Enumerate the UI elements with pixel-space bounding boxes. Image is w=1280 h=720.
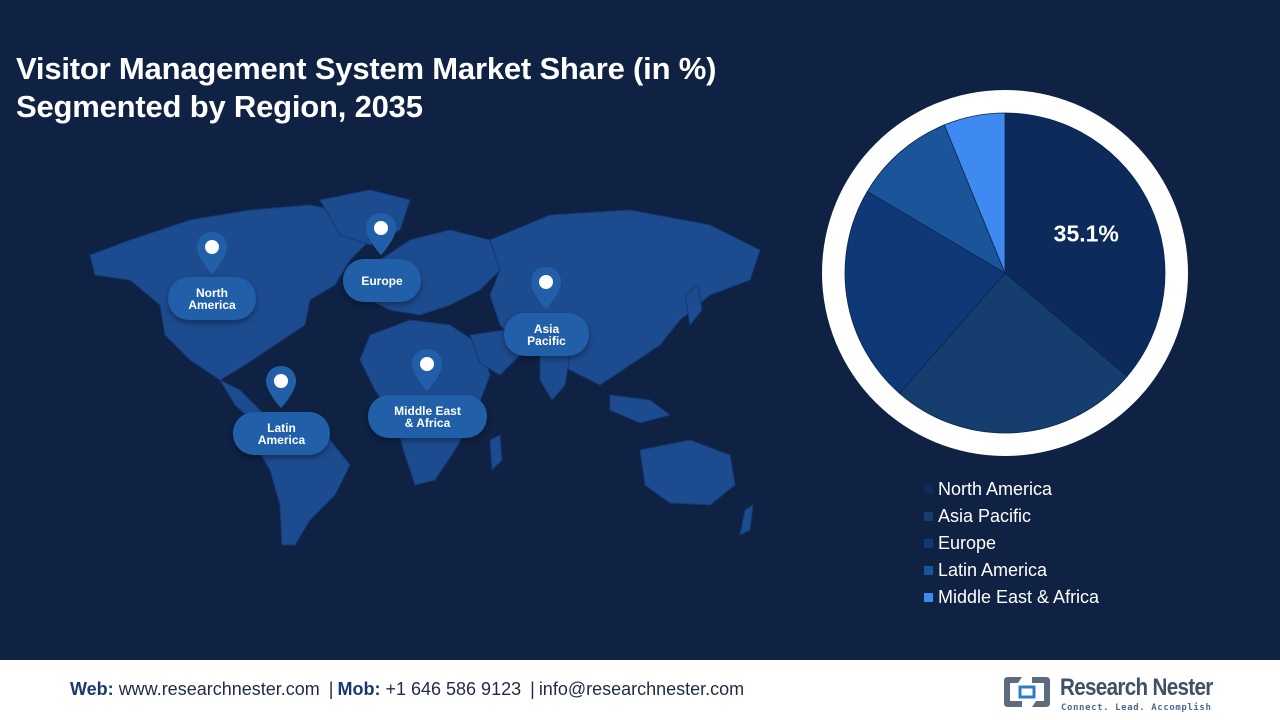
map-australia — [639, 439, 736, 506]
email-link[interactable]: info@researchnester.com — [538, 679, 745, 699]
legend-swatch — [924, 566, 933, 575]
pie-slice-europe — [844, 190, 1006, 394]
pie-slice-middle-east-africa — [943, 112, 1006, 274]
map-new-zealand — [739, 504, 754, 536]
logo-tagline: Connect. Lead. Accomplish — [1061, 703, 1212, 713]
legend-item: Asia Pacific — [924, 503, 1099, 530]
region-label-asia-pacific: Asia Pacific — [504, 313, 589, 356]
pin-asia-pacific-icon — [531, 267, 561, 309]
region-label-north-america: North America — [168, 277, 256, 320]
legend-swatch — [924, 485, 933, 494]
legend-item: Middle East & Africa — [924, 584, 1099, 611]
pin-middle-east-africa-icon — [412, 349, 442, 391]
pin-north-america-icon — [197, 232, 227, 274]
title-line-1: Visitor Management System Market Share (… — [16, 51, 717, 86]
legend-item: Europe — [924, 530, 1099, 557]
map-se-asia — [609, 394, 672, 424]
pie-chart: 35.1% — [822, 90, 1188, 456]
pin-europe-icon — [366, 213, 396, 255]
separator: | — [328, 679, 334, 699]
region-label-europe: Europe — [343, 259, 421, 302]
pie-slice-north-america — [1004, 112, 1166, 377]
chart-legend: North America Asia Pacific Europe Latin … — [924, 476, 1099, 611]
pie-data-label: 35.1% — [1054, 220, 1119, 246]
legend-item: Latin America — [924, 557, 1099, 584]
chart-title: Visitor Management System Market Share (… — [16, 50, 716, 126]
region-label-middle-east-africa: Middle East & Africa — [368, 395, 487, 438]
logo-name: Research Nester — [1060, 674, 1213, 701]
mobile-number[interactable]: +1 646 586 9123 — [385, 679, 522, 699]
contact-line: Web: www.researchnester.com | Mob: +1 646… — [70, 679, 744, 700]
map-madagascar — [489, 434, 503, 472]
legend-swatch — [924, 593, 933, 602]
legend-swatch — [924, 539, 933, 548]
pie-slice-latin-america — [866, 124, 1006, 274]
logo-mark-icon — [1004, 677, 1050, 707]
legend-label: Asia Pacific — [938, 506, 1032, 526]
legend-label: Latin America — [938, 560, 1048, 580]
pie-slice-asia-pacific — [899, 272, 1128, 434]
map-japan — [684, 284, 703, 327]
legend-label: Middle East & Africa — [938, 587, 1100, 607]
title-line-2: Segmented by Region, 2035 — [16, 89, 423, 124]
map-india — [539, 349, 571, 401]
pin-latin-america-icon — [266, 366, 296, 408]
mob-label: Mob: — [337, 679, 381, 699]
legend-label: Europe — [938, 533, 997, 553]
separator: | — [530, 679, 535, 699]
legend-swatch — [924, 512, 933, 521]
region-label-latin-america: Latin America — [233, 412, 330, 455]
web-link[interactable]: www.researchnester.com — [118, 679, 320, 699]
footer-bar: Web: www.researchnester.com | Mob: +1 646… — [0, 660, 1280, 720]
web-label: Web: — [70, 679, 114, 699]
legend-label: North America — [938, 479, 1053, 499]
legend-item: North America — [924, 476, 1099, 503]
research-nester-logo[interactable]: Research Nester Connect. Lead. Accomplis… — [1000, 673, 1230, 713]
